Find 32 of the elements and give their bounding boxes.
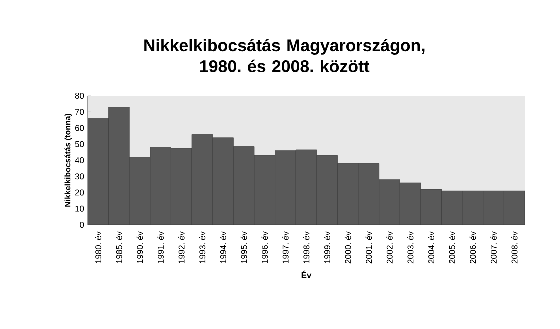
y-tick-label: 60: [76, 125, 84, 132]
y-tick-label: 80: [75, 93, 84, 99]
x-tick-label: 2000. év: [344, 232, 352, 264]
y-tick-label: 30: [75, 174, 84, 180]
chart-title: Nikkelkibocsátás Magyarországon, 1980. és 2008. között: [144, 38, 425, 73]
x-tick-label: 2006. év: [470, 232, 476, 264]
x-tick-label: 1996. év: [262, 232, 268, 264]
y-tick-label: 40: [75, 158, 84, 164]
x-tick-label: 1993. év: [199, 232, 206, 264]
x-tick-label: 2003. év: [407, 232, 414, 264]
x-tick-label: 1999. év: [324, 232, 330, 264]
x-tick-label: 1985. év: [116, 232, 122, 264]
x-tick-label: 2002. év: [386, 232, 393, 264]
x-tick-label: 1994. év: [220, 232, 226, 264]
x-tick-label: 1992. év: [178, 232, 185, 264]
y-tick-label: 10: [76, 206, 84, 212]
y-tick-label: 70: [76, 109, 84, 116]
y-tick-label: 20: [75, 190, 84, 196]
x-tick-label: 1980. év: [95, 232, 102, 264]
x-tick-label: 1995. év: [240, 232, 248, 264]
x-tick-label: 2001. év: [366, 232, 372, 264]
x-tick-label: 1990. év: [136, 232, 144, 264]
x-tick-label: 2004. év: [428, 232, 435, 264]
x-tick-label: 1991. év: [158, 232, 164, 264]
x-tick-label: 2007. év: [490, 232, 497, 264]
y-tick-label: 50: [75, 141, 84, 148]
x-tick-label: 1998. év: [303, 232, 310, 264]
y-tick-label: 0: [80, 222, 84, 228]
x-tick-label: 2008. év: [511, 232, 518, 264]
x-tick-label: 1997. év: [282, 232, 289, 264]
x-tick-label: 2005. év: [449, 232, 456, 264]
x-axis-title: Év: [302, 270, 312, 278]
